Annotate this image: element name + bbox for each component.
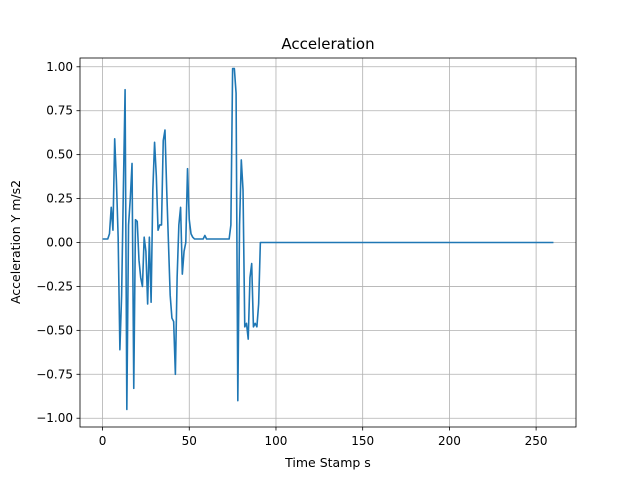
chart-title: Acceleration: [281, 35, 374, 53]
y-tick-label: −0.75: [36, 367, 73, 381]
y-tick-label: 0.25: [46, 192, 73, 206]
x-tick-label: 200: [438, 434, 461, 448]
plot-lines: [102, 67, 554, 411]
x-tick-label: 150: [351, 434, 374, 448]
y-tick-label: 0.00: [46, 236, 73, 250]
x-tick-label: 50: [182, 434, 197, 448]
x-axis-label: Time Stamp s: [284, 455, 371, 470]
x-tick-label: 0: [99, 434, 107, 448]
y-tick-label: −0.25: [36, 279, 73, 293]
x-tick-label: 250: [525, 434, 548, 448]
y-tick-label: −0.50: [36, 323, 73, 337]
x-tick-label: 100: [265, 434, 288, 448]
y-axis-label: Acceleration Y m/s2: [8, 180, 23, 304]
y-tick-label: −1.00: [36, 411, 73, 425]
y-tick-label: 1.00: [46, 60, 73, 74]
ticks: 0 50 100 150 200 250 −1.00 −0.75 −0.50 −0.25 0.00 0…: [36, 60, 547, 448]
y-tick-label: 0.50: [46, 148, 73, 162]
acceleration-series-line: [102, 67, 554, 411]
y-tick-label: 0.75: [46, 104, 73, 118]
